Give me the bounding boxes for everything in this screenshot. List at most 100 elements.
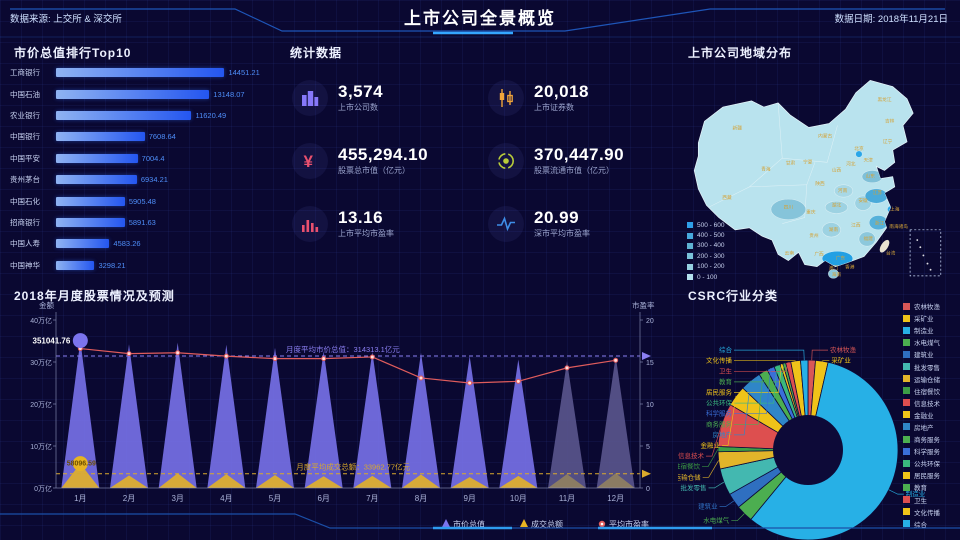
市价总值-triangle[interactable] bbox=[207, 344, 246, 488]
pe-point[interactable] bbox=[515, 378, 521, 384]
pie-label-line bbox=[719, 500, 735, 507]
市价总值-triangle[interactable] bbox=[353, 351, 392, 488]
bar[interactable] bbox=[56, 132, 145, 142]
legend-label: 教育 bbox=[914, 485, 927, 493]
province-beijing bbox=[855, 150, 863, 158]
成交总额-triangle[interactable] bbox=[304, 476, 343, 488]
industry-legend-item[interactable]: 建筑业 bbox=[903, 348, 940, 360]
industry-legend-item[interactable]: 采矿业 bbox=[903, 312, 940, 324]
map-legend-item[interactable]: 500 - 600 bbox=[687, 220, 724, 230]
province-label: 北京 bbox=[854, 145, 864, 152]
industry-legend-item[interactable]: 信息技术 bbox=[903, 397, 940, 409]
市价总值-triangle[interactable] bbox=[158, 342, 197, 488]
industry-legend-item[interactable]: 金融业 bbox=[903, 409, 940, 421]
成交总额-triangle[interactable] bbox=[548, 474, 586, 488]
pe-point[interactable] bbox=[369, 354, 375, 360]
map-legend-item[interactable]: 0 - 100 bbox=[687, 272, 724, 282]
pie-label-line bbox=[734, 371, 764, 425]
pie-label: 综合 bbox=[719, 345, 733, 354]
pe-point[interactable] bbox=[467, 380, 473, 386]
市价总值-triangle[interactable] bbox=[596, 356, 635, 488]
arrow-icon bbox=[642, 469, 651, 478]
市价总值-triangle[interactable] bbox=[110, 344, 148, 488]
industry-legend-item[interactable]: 批发零售 bbox=[903, 360, 940, 372]
left-axis-tick: 10万亿 bbox=[30, 442, 52, 451]
map-legend-item[interactable]: 400 - 500 bbox=[687, 230, 724, 240]
pe-point[interactable] bbox=[418, 375, 424, 381]
monthly-legend-item[interactable]: 市价总值 bbox=[453, 519, 485, 529]
成交总额-triangle[interactable] bbox=[353, 475, 392, 488]
industry-legend-item[interactable]: 公共环保 bbox=[903, 457, 940, 469]
市价总值-triangle[interactable] bbox=[304, 351, 343, 488]
legend-label: 商务服务 bbox=[914, 437, 940, 445]
bar[interactable] bbox=[56, 217, 125, 227]
industry-legend-item[interactable]: 农林牧渔 bbox=[903, 300, 940, 312]
pe-point[interactable] bbox=[175, 350, 181, 356]
bar-value: 7004.4 bbox=[141, 153, 165, 163]
china-landmass bbox=[693, 80, 914, 268]
成交总额-triangle[interactable] bbox=[61, 463, 100, 488]
pe-point[interactable] bbox=[223, 353, 229, 359]
industry-legend-item[interactable]: 科学服务 bbox=[903, 445, 940, 457]
bar[interactable] bbox=[56, 239, 110, 249]
industry-legend-item[interactable]: 制造业 bbox=[903, 324, 940, 336]
monthly-legend-item[interactable]: 成交总额 bbox=[531, 519, 563, 529]
company-label: 中国人寿 bbox=[10, 239, 40, 249]
company-label: 中国神华 bbox=[10, 260, 40, 270]
成交总额-triangle[interactable] bbox=[596, 473, 635, 488]
bar[interactable] bbox=[56, 260, 95, 270]
province-label: 四川 bbox=[784, 204, 794, 209]
成交总额-triangle[interactable] bbox=[402, 474, 440, 488]
industry-legend-item[interactable]: 住宿餐饮 bbox=[903, 385, 940, 397]
industry-legend-item[interactable]: 文化传播 bbox=[903, 506, 940, 518]
市价总值-triangle[interactable] bbox=[450, 356, 489, 488]
stat-value: 13.16 bbox=[338, 208, 384, 227]
industry-legend-item[interactable]: 卫生 bbox=[903, 494, 940, 506]
市价总值-triangle[interactable] bbox=[548, 361, 586, 488]
市价总值-triangle[interactable] bbox=[499, 359, 538, 488]
stat-label: 股票总市值（亿元） bbox=[338, 166, 410, 175]
成交总额-triangle[interactable] bbox=[158, 473, 197, 488]
成交总额-triangle[interactable] bbox=[207, 474, 246, 488]
bar[interactable] bbox=[56, 89, 210, 99]
成交总额-triangle[interactable] bbox=[110, 475, 148, 488]
industry-legend-item[interactable]: 水电煤气 bbox=[903, 336, 940, 348]
map-legend-item[interactable]: 200 - 300 bbox=[687, 251, 724, 261]
legend-swatch bbox=[903, 302, 910, 310]
industry-legend-item[interactable]: 综合 bbox=[903, 518, 940, 530]
pe-point[interactable] bbox=[126, 351, 132, 357]
市价总值-triangle[interactable] bbox=[256, 347, 294, 488]
bar[interactable] bbox=[56, 110, 192, 120]
pe-point[interactable] bbox=[321, 356, 327, 362]
成交总额-triangle[interactable] bbox=[499, 475, 538, 488]
industry-legend-item[interactable]: 教育 bbox=[903, 481, 940, 493]
monthly-legend-item[interactable]: 平均市盈率 bbox=[609, 519, 649, 529]
map-legend-item[interactable]: 100 - 200 bbox=[687, 262, 724, 272]
industry-pie-chart[interactable]: 综合文化传播卫生教育居民服务公共环保科学服务商务服务房地产金融业信息技术住宿餐饮… bbox=[678, 296, 960, 540]
pie-label: 采矿业 bbox=[831, 356, 851, 365]
成交总额-triangle[interactable] bbox=[256, 474, 294, 488]
province-label: 广西 bbox=[814, 250, 824, 257]
bar[interactable] bbox=[56, 68, 225, 78]
pe-point[interactable] bbox=[564, 365, 570, 371]
pe-point[interactable] bbox=[272, 356, 278, 362]
right-axis-name: 市盈率 bbox=[632, 300, 655, 310]
left-axis-tick: 0万亿 bbox=[34, 484, 52, 493]
industry-legend-item[interactable]: 房地产 bbox=[903, 421, 940, 433]
成交总额-triangle[interactable] bbox=[450, 477, 489, 488]
industry-legend-item[interactable]: 商务服务 bbox=[903, 433, 940, 445]
map-legend-item[interactable]: 300 - 400 bbox=[687, 241, 724, 251]
bar[interactable] bbox=[56, 196, 125, 206]
left-axis-tick: 40万亿 bbox=[30, 316, 52, 325]
pe-point[interactable] bbox=[613, 357, 619, 363]
industry-legend-item[interactable]: 居民服务 bbox=[903, 469, 940, 481]
province-label: 湖北 bbox=[832, 201, 842, 208]
industry-legend-item[interactable]: 运输仓储 bbox=[903, 373, 940, 385]
bar[interactable] bbox=[56, 153, 138, 163]
市价总值-triangle[interactable] bbox=[61, 340, 100, 488]
bar[interactable] bbox=[56, 175, 137, 185]
市价总值-triangle[interactable] bbox=[402, 352, 440, 488]
legend-range-label: 0 - 100 bbox=[697, 273, 718, 281]
